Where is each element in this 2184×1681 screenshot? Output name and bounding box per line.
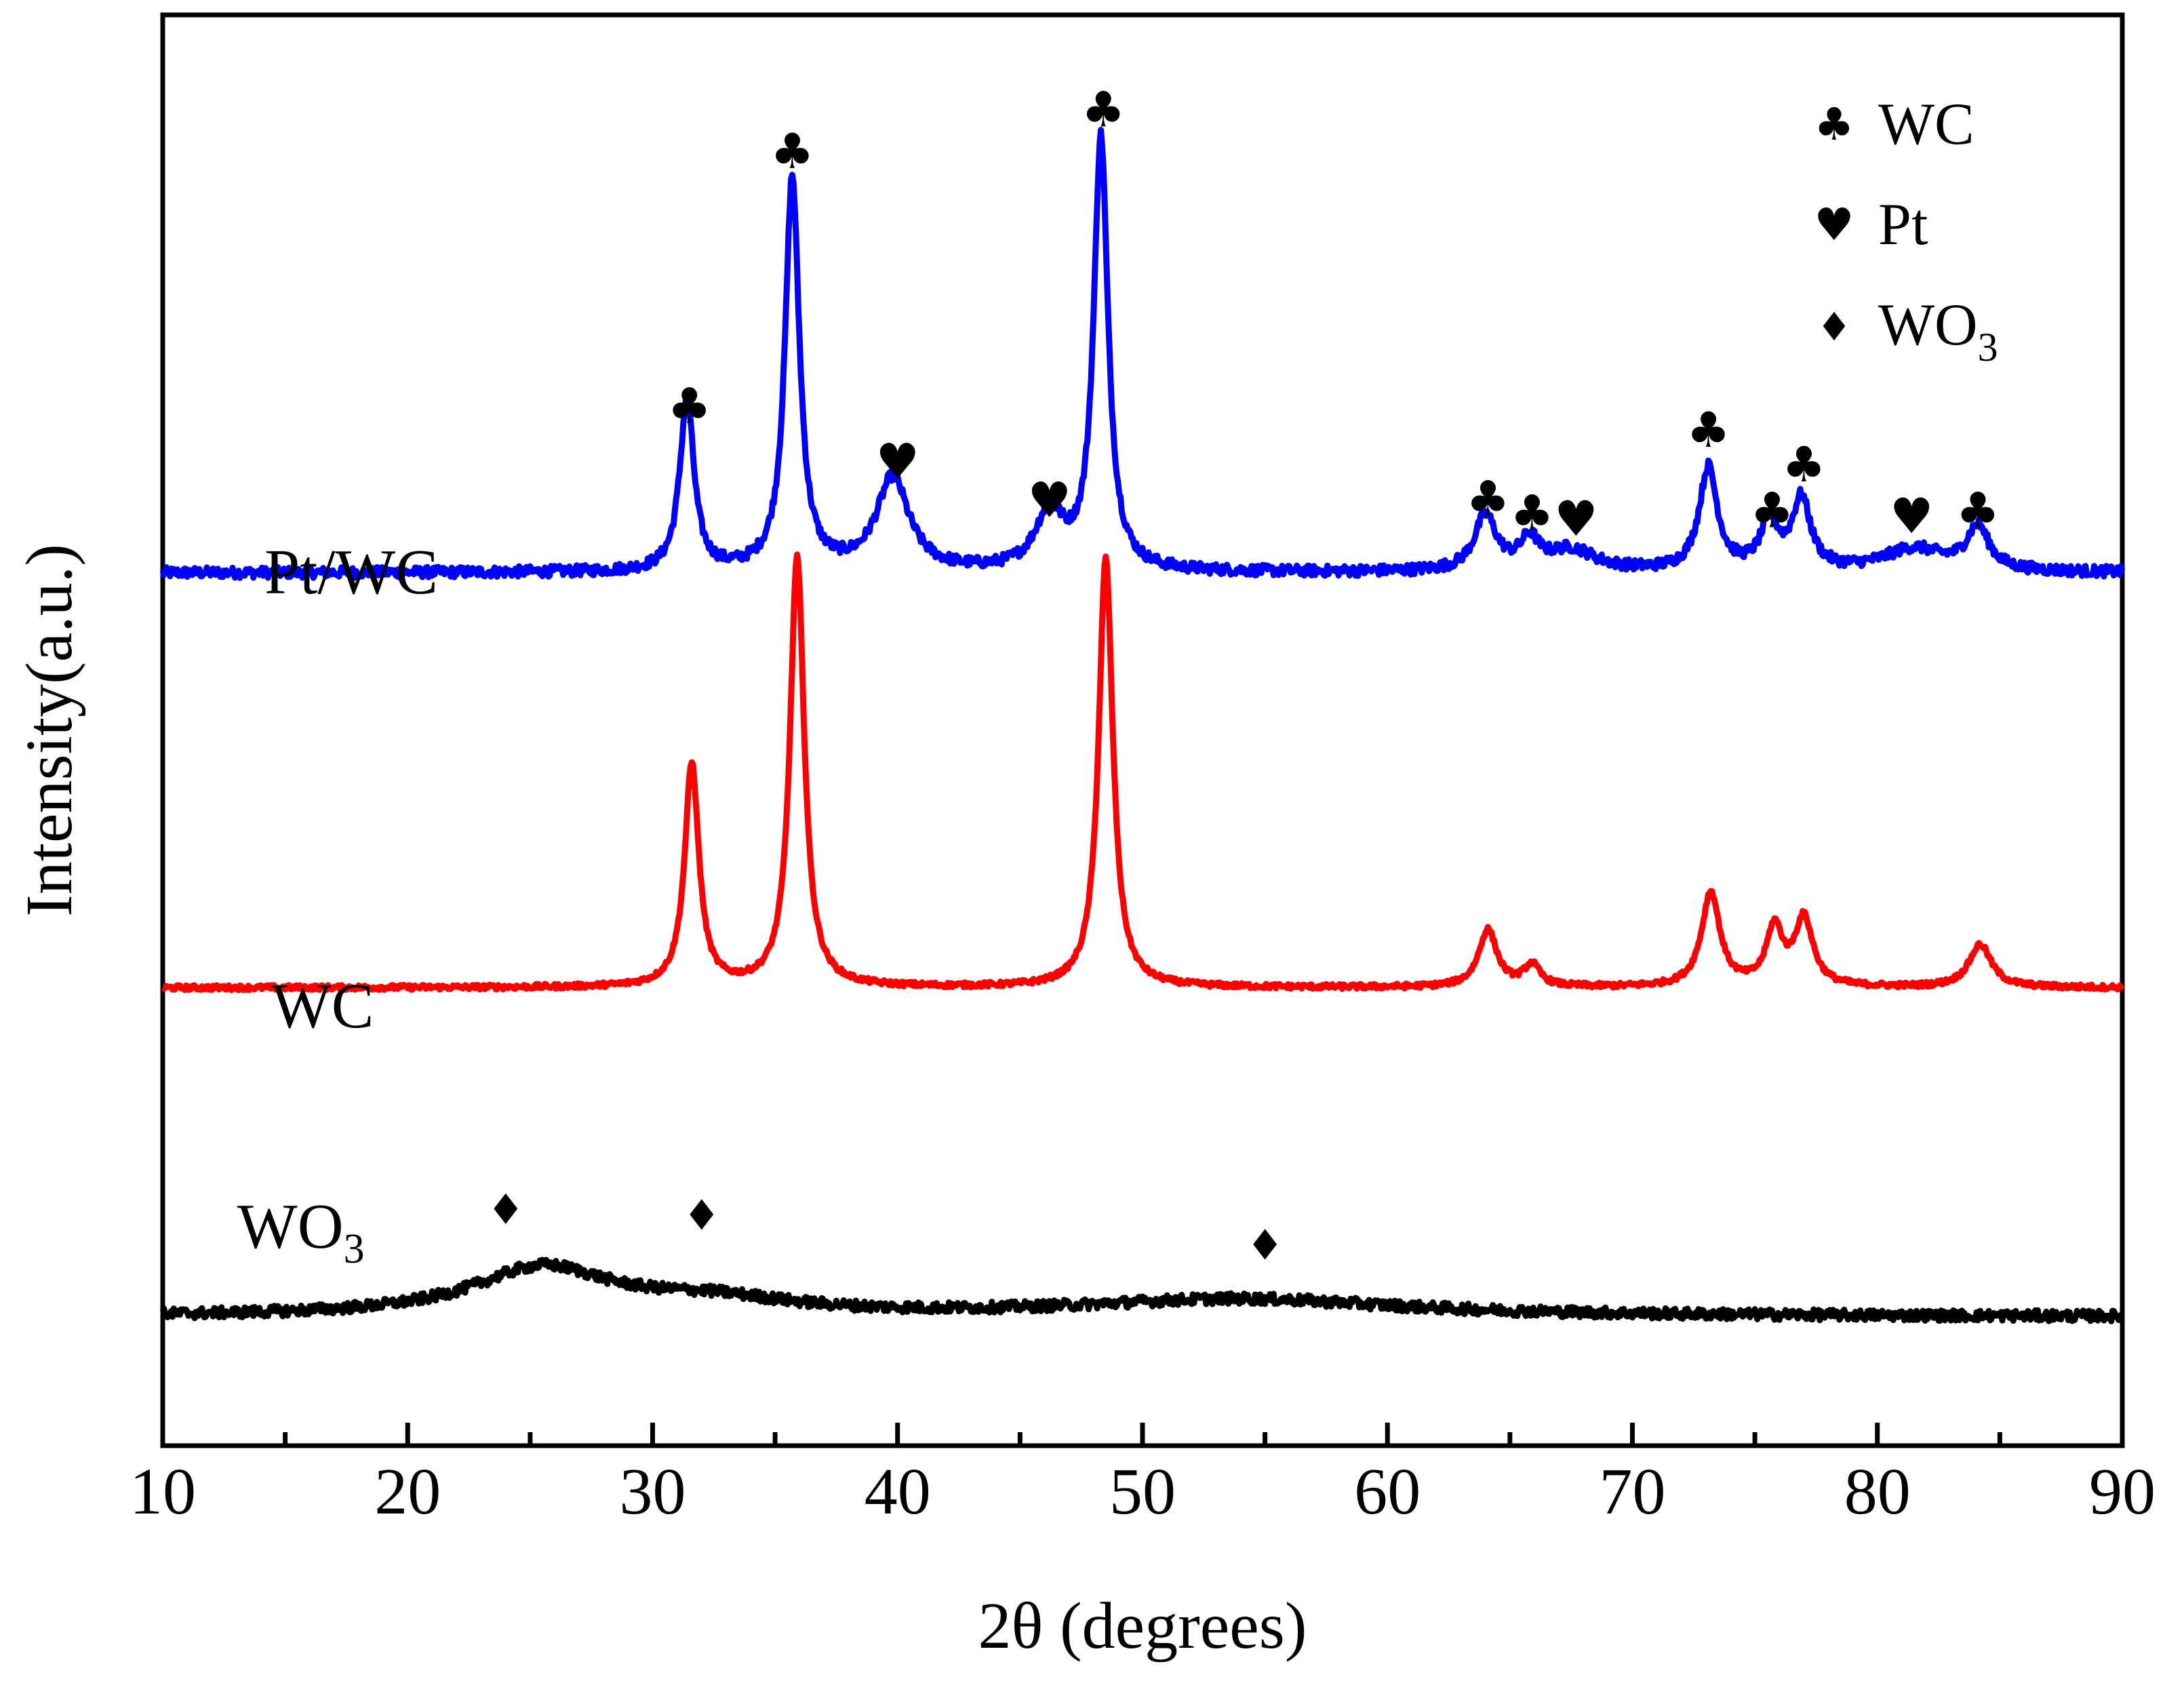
- heart-marker-7: ♥: [1554, 490, 1598, 547]
- legend-heart-icon: ♥: [1814, 199, 1854, 251]
- y-axis-title: Intensity(a.u.): [13, 544, 86, 917]
- club-marker-0: ♣: [667, 377, 711, 434]
- diamond-marker-14: ♦: [683, 1190, 721, 1240]
- club-marker-8: ♣: [1686, 401, 1730, 458]
- series-line-wc: [161, 551, 2125, 993]
- club-marker-6: ♣: [1510, 485, 1554, 542]
- x-tick-label-70: 70: [1600, 1455, 1666, 1528]
- x-tick-label-40: 40: [865, 1455, 931, 1528]
- x-tick-label-20: 20: [374, 1455, 441, 1528]
- legend-label-wo3: WO3: [1878, 292, 1998, 370]
- series-label-pt-wc: Pt/WC: [264, 537, 438, 608]
- x-tick-label-50: 50: [1109, 1455, 1176, 1528]
- legend-label-pt: Pt: [1878, 192, 1928, 258]
- club-marker-1: ♣: [770, 123, 814, 180]
- club-marker-12: ♣: [1956, 481, 2000, 538]
- legend-diamond-icon: ♦: [1816, 304, 1852, 350]
- x-tick-label-10: 10: [130, 1455, 196, 1528]
- x-axis-title: 2θ (degrees): [978, 1589, 1307, 1663]
- heart-marker-3: ♥: [1027, 472, 1071, 529]
- legend-club-icon: ♣: [1814, 98, 1854, 151]
- series-labels: Pt/WC WC WO3: [237, 537, 438, 1272]
- x-tick-label-80: 80: [1844, 1455, 1911, 1528]
- x-axis-ticks: 10 20 30 40 50 60 70 80 90: [130, 1423, 2156, 1528]
- series-line-pt-wc: [159, 127, 2126, 581]
- club-marker-5: ♣: [1466, 471, 1510, 528]
- club-marker-10: ♣: [1782, 436, 1826, 493]
- legend: ♣ WC ♥ Pt ♦ WO3: [1814, 92, 1998, 370]
- club-marker-4: ♣: [1081, 81, 1126, 138]
- series-line-wo3: [159, 1257, 2125, 1324]
- diamond-marker-15: ♦: [1246, 1221, 1284, 1270]
- club-marker-9: ♣: [1750, 481, 1794, 538]
- x-tick-label-30: 30: [620, 1455, 686, 1528]
- diamond-marker-13: ♦: [487, 1185, 525, 1234]
- series-lines: [159, 127, 2126, 1324]
- series-label-wo3: WO3: [237, 1191, 365, 1272]
- peak-markers: ♣♣♥♥♣♣ ♣ ♥♣♣♣♥ ♣♦ ♦♦: [487, 81, 2000, 1270]
- legend-label-wc: WC: [1878, 92, 1974, 157]
- x-tick-label-90: 90: [2089, 1455, 2156, 1528]
- x-tick-label-60: 60: [1354, 1455, 1421, 1528]
- heart-marker-2: ♥: [875, 433, 919, 490]
- series-label-wc: WC: [271, 971, 374, 1042]
- heart-marker-11: ♥: [1890, 488, 1934, 545]
